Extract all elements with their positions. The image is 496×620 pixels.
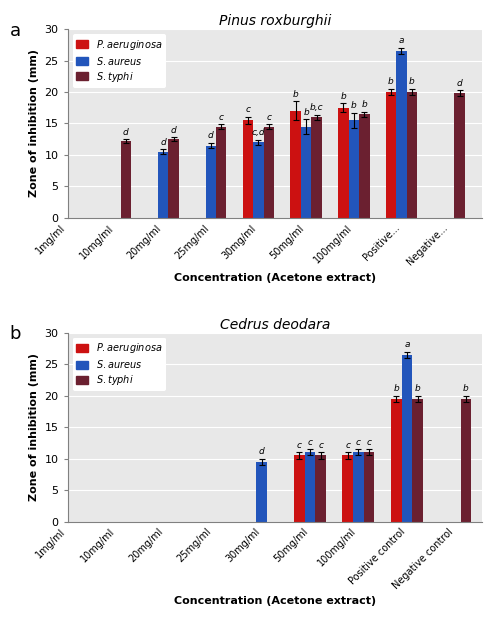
Bar	[158, 152, 168, 218]
Text: b: b	[10, 325, 21, 343]
Title: Pinus roxburghii: Pinus roxburghii	[219, 14, 331, 28]
Bar	[338, 108, 349, 218]
Bar	[311, 117, 322, 218]
Text: b: b	[303, 107, 309, 117]
Text: b: b	[393, 384, 399, 393]
Text: a: a	[399, 37, 404, 45]
Text: c,d: c,d	[251, 128, 265, 138]
Bar	[391, 399, 402, 521]
Y-axis label: Zone of inhibition (mm): Zone of inhibition (mm)	[29, 353, 39, 501]
Title: Cedrus deodara: Cedrus deodara	[220, 317, 330, 332]
Text: b: b	[463, 384, 469, 393]
Text: b: b	[293, 90, 299, 99]
Bar	[216, 126, 227, 218]
Bar	[315, 456, 326, 521]
Bar	[353, 452, 364, 521]
Bar	[364, 452, 374, 521]
Bar	[301, 126, 311, 218]
Legend: $\it{P.aeruginosa}$, $\it{S.aureus}$, $\it{S.typhi}$: $\it{P.aeruginosa}$, $\it{S.aureus}$, $\…	[72, 337, 166, 391]
Text: c: c	[246, 105, 250, 114]
Text: c: c	[308, 438, 312, 446]
Text: d: d	[171, 126, 177, 135]
Bar	[290, 111, 301, 218]
Bar	[407, 92, 417, 218]
Y-axis label: Zone of inhibition (mm): Zone of inhibition (mm)	[29, 50, 39, 198]
Bar	[461, 399, 471, 521]
Text: c: c	[356, 438, 361, 446]
Bar	[359, 114, 370, 218]
Text: b: b	[351, 101, 357, 110]
Text: b: b	[362, 100, 367, 109]
Legend: $\it{P.aeruginosa}$, $\it{S.aureus}$, $\it{S.typhi}$: $\it{P.aeruginosa}$, $\it{S.aureus}$, $\…	[72, 34, 166, 87]
Bar	[253, 143, 264, 218]
Bar	[264, 126, 274, 218]
Text: b: b	[340, 92, 346, 101]
Text: d: d	[457, 79, 463, 87]
X-axis label: Concentration (Acetone extract): Concentration (Acetone extract)	[174, 596, 376, 606]
X-axis label: Concentration (Acetone extract): Concentration (Acetone extract)	[174, 273, 376, 283]
Text: a: a	[404, 340, 410, 349]
Bar	[396, 51, 407, 218]
Text: d: d	[208, 131, 214, 141]
Text: d: d	[258, 447, 264, 456]
Text: c: c	[297, 441, 302, 450]
Text: b: b	[415, 384, 421, 393]
Bar	[121, 141, 131, 218]
Bar	[294, 456, 305, 521]
Text: c: c	[345, 441, 350, 450]
Text: a: a	[10, 22, 21, 40]
Bar	[386, 92, 396, 218]
Text: b,c: b,c	[310, 103, 323, 112]
Text: b: b	[409, 78, 415, 86]
Text: c: c	[367, 438, 372, 446]
Bar	[168, 140, 179, 218]
Bar	[454, 93, 465, 218]
Bar	[402, 355, 412, 521]
Bar	[243, 120, 253, 218]
Bar	[349, 120, 359, 218]
Bar	[256, 462, 267, 521]
Bar	[342, 456, 353, 521]
Text: d: d	[123, 128, 129, 136]
Bar	[305, 452, 315, 521]
Text: c: c	[266, 113, 271, 122]
Text: d: d	[160, 138, 166, 147]
Bar	[412, 399, 423, 521]
Bar	[205, 146, 216, 218]
Text: b: b	[388, 78, 394, 86]
Text: c: c	[219, 113, 224, 122]
Text: c: c	[318, 441, 323, 450]
